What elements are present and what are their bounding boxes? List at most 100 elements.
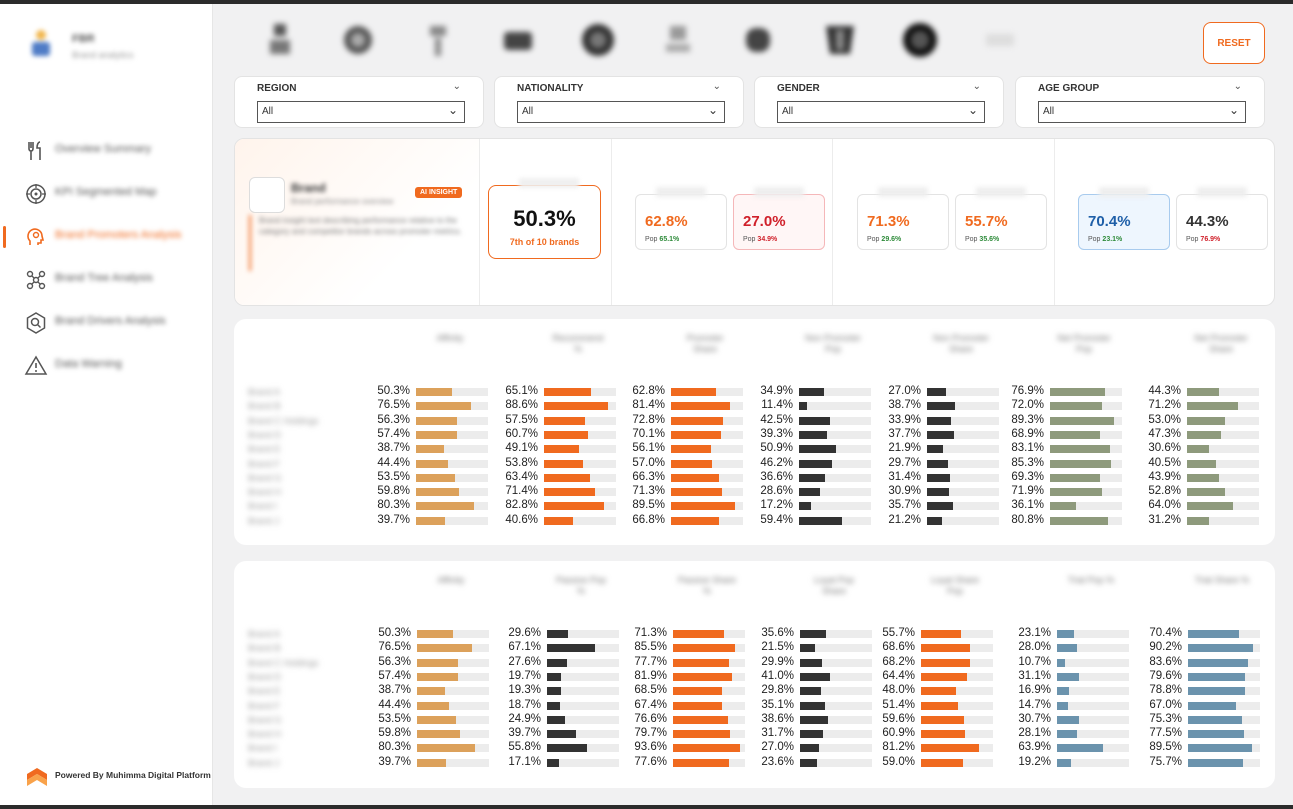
divider — [1054, 139, 1055, 305]
bar-track — [671, 430, 743, 439]
kpi-card-6[interactable]: 44.3% Pop 76.9% — [1176, 187, 1268, 250]
bar-track — [799, 459, 871, 468]
brand-logo-3[interactable] — [418, 20, 458, 60]
row-label: Brand C Holdings — [248, 657, 319, 668]
bar-fill — [800, 672, 830, 681]
chevron-down-icon[interactable]: ⌄ — [972, 81, 981, 92]
kpi-card-5[interactable]: 70.4% Pop 23.1% — [1078, 187, 1170, 250]
bar-track — [1187, 516, 1259, 525]
cell-value: 85.3% — [1011, 456, 1044, 469]
bar-track — [416, 459, 488, 468]
gender-select[interactable]: All ⌄ — [777, 101, 985, 123]
bar-fill — [1050, 402, 1102, 411]
sidebar-item-4[interactable]: Brand Tree Analysis — [0, 259, 212, 302]
bar-track — [417, 658, 489, 667]
bar-track — [671, 388, 743, 396]
cell-value: 44.4% — [377, 456, 410, 469]
sidebar-item-5[interactable]: Brand Drivers Analysis — [0, 302, 212, 345]
bar-fill — [1050, 473, 1100, 482]
bar-fill — [671, 402, 730, 411]
kpi-card-4[interactable]: 55.7% Pop 35.6% — [955, 187, 1047, 250]
column-header[interactable]: Non Promoter Share — [932, 333, 990, 354]
nationality-select[interactable]: All ⌄ — [517, 101, 725, 123]
bar-fill — [547, 630, 569, 638]
bar-track — [921, 658, 993, 667]
sidebar-item-2[interactable]: KPI Segmented Map — [0, 173, 212, 216]
cell-value: 21.9% — [888, 442, 921, 455]
column-header[interactable]: Loyal Share Pop — [930, 575, 980, 596]
bar-fill — [417, 672, 459, 681]
bar-fill — [673, 630, 725, 638]
brand-logo-4[interactable] — [498, 20, 538, 60]
brand-logo-1[interactable] — [260, 20, 300, 60]
reset-button[interactable]: RESET — [1203, 22, 1265, 64]
cell-value: 90.2% — [1149, 641, 1182, 654]
bar-fill — [799, 488, 820, 497]
bar-track — [416, 502, 488, 511]
brand-logo-10[interactable] — [980, 20, 1020, 60]
brand-logo-5[interactable] — [578, 20, 618, 60]
column-header[interactable]: Passive Share % — [677, 575, 737, 596]
kpi-pop-label: Pop — [743, 236, 756, 243]
bar-track — [927, 516, 999, 525]
bar-track — [417, 687, 489, 696]
brand-logo-strip — [260, 18, 1040, 64]
brand-logo-9[interactable] — [900, 20, 940, 60]
cell-value: 23.6% — [761, 755, 794, 768]
bar-track — [544, 459, 616, 468]
bar-track — [921, 630, 993, 638]
brand-logo-8[interactable] — [820, 20, 860, 60]
cell-value: 66.8% — [632, 513, 665, 526]
bar-fill — [1057, 630, 1074, 638]
region-select[interactable]: All ⌄ — [257, 101, 465, 123]
bar-fill — [927, 445, 943, 454]
sidebar-item-6[interactable]: Data Warning — [0, 345, 212, 388]
column-header[interactable]: Affinity — [436, 333, 464, 343]
chevron-down-icon[interactable]: ⌄ — [712, 81, 721, 92]
sidebar-item-1[interactable]: Overview Summary — [0, 130, 212, 173]
kpi-card-2[interactable]: 27.0% Pop 34.9% — [733, 187, 825, 250]
column-header[interactable]: Affinity — [437, 575, 465, 585]
column-header[interactable]: Promoter Share — [686, 333, 724, 354]
chevron-down-icon[interactable]: ⌄ — [1233, 81, 1242, 92]
bar-fill — [417, 644, 473, 653]
sidebar-item-3[interactable]: Brand Promoters Analysis — [0, 216, 212, 259]
cell-value: 57.0% — [632, 456, 665, 469]
bar-fill — [416, 459, 448, 468]
column-header[interactable]: Non Promoter Pop — [804, 333, 862, 354]
divider — [832, 139, 833, 305]
bar-track — [921, 672, 993, 681]
column-header[interactable]: Recommend % — [552, 333, 604, 354]
bar-track — [1057, 730, 1129, 739]
column-header[interactable]: Net Promoter Pop — [1057, 333, 1111, 354]
column-header[interactable]: Trial Pop % — [1067, 575, 1115, 585]
bar-fill — [416, 388, 453, 396]
kpi-pop-label: Pop — [1186, 236, 1199, 243]
cell-value: 10.7% — [1018, 655, 1051, 668]
bar-track — [1050, 473, 1122, 482]
row-label: Brand F — [248, 458, 281, 469]
main-kpi-card[interactable]: 50.3% 7th of 10 brands — [488, 178, 601, 259]
bar-track — [671, 488, 743, 497]
brand-logo-6[interactable] — [658, 20, 698, 60]
column-header[interactable]: Passive Pop % — [555, 575, 607, 596]
kpi-card-3[interactable]: 71.3% Pop 29.6% — [857, 187, 949, 250]
bar-track — [927, 488, 999, 497]
cell-value: 89.5% — [1149, 741, 1182, 754]
column-header[interactable]: Loyal Pop Share — [813, 575, 855, 596]
bar-fill — [671, 473, 719, 482]
column-header[interactable]: Trial Share % — [1194, 575, 1250, 585]
bar-track — [799, 388, 871, 396]
bar-track — [927, 388, 999, 396]
column-header[interactable]: Net Promoter Share — [1194, 333, 1248, 354]
bar-fill — [416, 430, 458, 439]
kpi-card-1[interactable]: 62.8% Pop 65.1% — [635, 187, 727, 250]
filter-label: GENDER — [777, 83, 820, 94]
bar-track — [1057, 630, 1129, 638]
brand-logo-2[interactable] — [338, 20, 378, 60]
bar-fill — [927, 459, 949, 468]
age-group-select[interactable]: All ⌄ — [1038, 101, 1246, 123]
chevron-down-icon[interactable]: ⌄ — [452, 81, 461, 92]
brand-logo-7[interactable] — [738, 20, 778, 60]
cell-value: 67.1% — [508, 641, 541, 654]
